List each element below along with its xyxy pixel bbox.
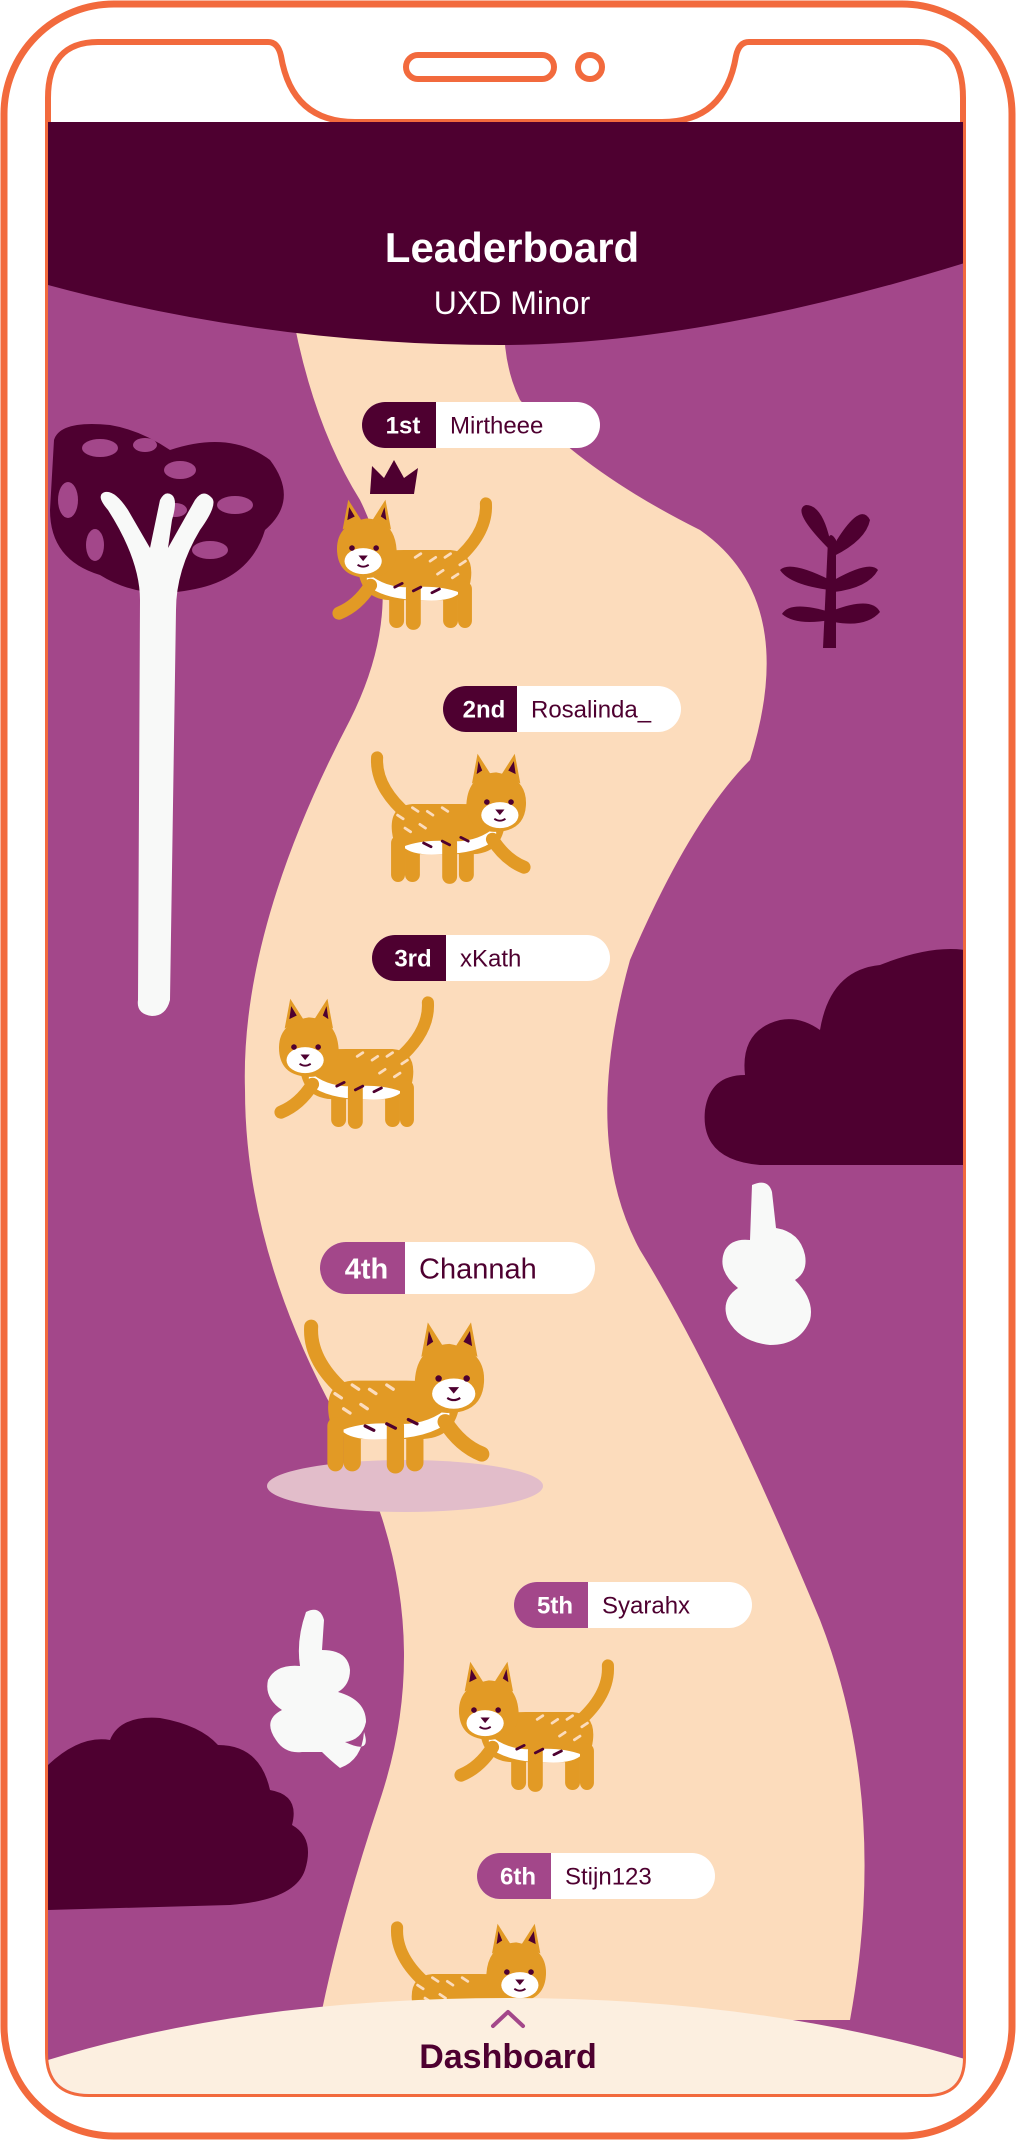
leaf-right [722,1182,811,1345]
player-name: Channah [419,1253,537,1285]
player-name: xKath [460,946,521,973]
speaker-grille [403,52,557,82]
header [48,122,963,345]
rank-label: 4th [345,1253,389,1285]
rank-badge [477,1853,551,1899]
player-name: Rosalinda_ [531,697,652,724]
leaderboard-entry[interactable]: 4th Channah [267,1242,595,1512]
rank-label: 1st [386,413,421,440]
leaderboard-entry[interactable]: 6th Stijn123 [397,1853,715,2054]
dashboard-label[interactable]: Dashboard [419,2038,597,2076]
page-title: Leaderboard [385,224,639,271]
bush-right [704,949,963,1165]
leaderboard-entry[interactable]: 5th Syarahx [459,1582,752,1792]
rank-label: 6th [500,1864,536,1891]
rank-badge [514,1582,588,1628]
front-camera [575,52,605,82]
rank-badge [362,402,436,448]
rank-badge [443,686,517,732]
tree-left [50,424,284,1016]
leaf-left [267,1609,366,1768]
rank-label: 2nd [463,697,506,724]
bush-left [48,1717,309,1910]
rank-badge [320,1242,405,1294]
app-screen: 1st Mirtheee 2nd Rosalinda_ 3rd xKath 4th Chann… [48,122,968,2100]
cat-shadow [267,1460,543,1512]
dashboard-tab[interactable] [48,1998,968,2100]
leaderboard-list: 1st Mirtheee 2nd Rosalinda_ 3rd xKath 4th Chann… [267,402,752,2054]
rank-badge [372,935,446,981]
leaderboard-entry[interactable]: 1st Mirtheee [337,402,600,630]
rank-label: 5th [537,1593,573,1620]
crown-icon [370,460,418,494]
player-name: Mirtheee [450,413,543,440]
plant-right-top [780,505,880,648]
page-subtitle: UXD Minor [434,285,591,321]
chevron-up-icon[interactable] [491,2010,525,2028]
leaderboard-entry[interactable]: 3rd xKath [279,935,610,1129]
leaderboard-entry[interactable]: 2nd Rosalinda_ [377,686,681,884]
player-name: Stijn123 [565,1864,652,1891]
rank-label: 3rd [394,946,431,973]
player-name: Syarahx [602,1593,690,1620]
